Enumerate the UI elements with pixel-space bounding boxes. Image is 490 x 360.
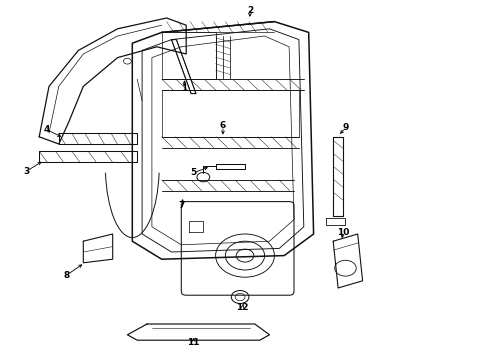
Text: 5: 5 [191,168,196,177]
Text: 3: 3 [24,166,30,175]
Text: 9: 9 [342,123,349,132]
Text: 12: 12 [236,303,249,312]
Text: 2: 2 [247,6,253,15]
Text: 6: 6 [220,122,226,130]
Text: 4: 4 [43,125,50,134]
Text: 7: 7 [178,201,185,210]
Text: 1: 1 [181,84,187,93]
Text: 8: 8 [63,271,69,280]
Text: 10: 10 [337,228,349,237]
Text: 11: 11 [187,338,200,347]
